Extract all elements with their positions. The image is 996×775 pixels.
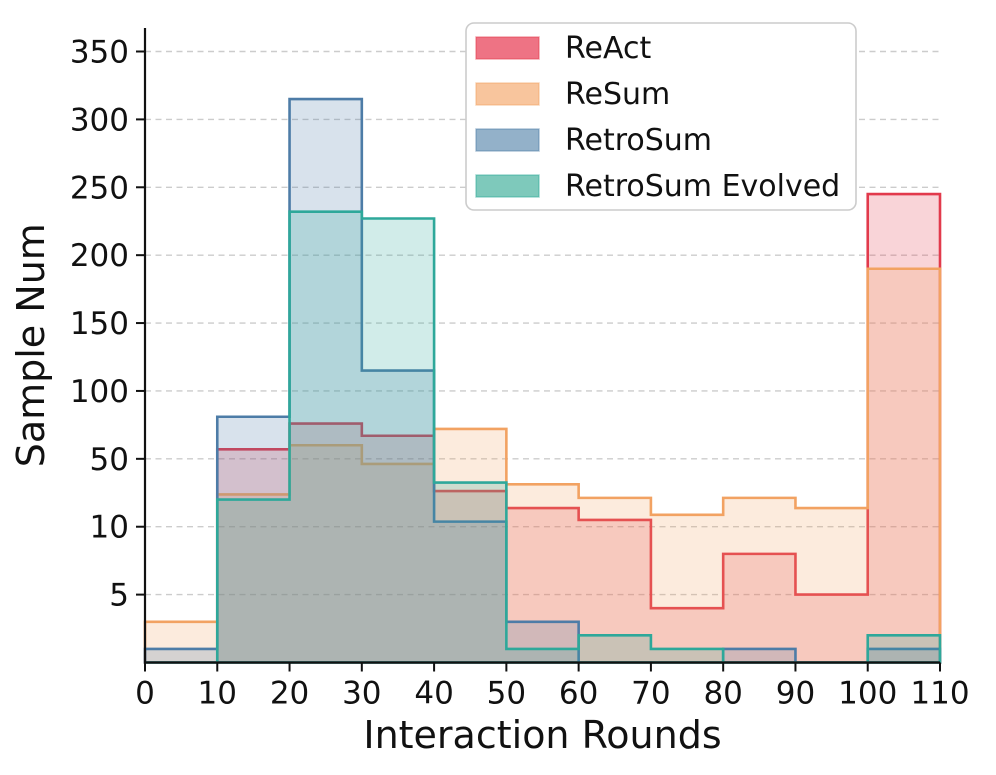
legend-label-retrosum: RetroSum	[565, 123, 712, 158]
legend-box	[465, 22, 857, 211]
legend-swatch-retrosum	[475, 128, 540, 152]
legend-label-retrosum-evolved: RetroSum Evolved	[565, 169, 840, 204]
y-tick-label-10: 10	[90, 510, 129, 546]
x-tick-label-30: 30	[342, 676, 381, 712]
x-tick-label-40: 40	[414, 676, 453, 712]
y-tick-label-150: 150	[70, 306, 129, 342]
hist-series-retrosum-evolved	[145, 210, 942, 664]
histogram-series-layer	[143, 97, 942, 664]
axes-layer: 0 10 20 30 40 50 60 70 80 90 100 110 5 10 50 100 150 200 2…	[70, 28, 970, 712]
x-tick-label-70: 70	[631, 676, 670, 712]
x-tick-label-0: 0	[135, 676, 155, 712]
x-tick-label-100: 100	[838, 676, 897, 712]
y-tick-label-350: 350	[70, 35, 129, 71]
x-axis-label: Interaction Rounds	[363, 713, 721, 757]
legend-swatch-resum	[475, 82, 540, 106]
legend: ReAct ReSum RetroSum RetroSum Evolved	[465, 22, 857, 211]
y-tick-label-200: 200	[70, 238, 129, 274]
y-tick-label-300: 300	[70, 102, 129, 138]
x-tick-label-20: 20	[270, 676, 309, 712]
legend-swatch-retrosum-evolved	[475, 174, 540, 198]
y-tick-label-250: 250	[70, 170, 129, 206]
x-tick-label-50: 50	[487, 676, 526, 712]
x-tick-label-80: 80	[703, 676, 742, 712]
y-tick-label-100: 100	[70, 374, 129, 410]
legend-label-react: ReAct	[565, 31, 651, 66]
x-tick-label-10: 10	[198, 676, 237, 712]
y-axis-label: Sample Num	[9, 223, 53, 467]
y-tick-label-50: 50	[90, 442, 129, 478]
x-tick-label-90: 90	[776, 676, 815, 712]
x-tick-label-60: 60	[559, 676, 598, 712]
x-tick-label-110: 110	[910, 676, 969, 712]
legend-swatch-react	[475, 36, 540, 60]
legend-label-resum: ReSum	[565, 77, 670, 112]
y-tick-label-5: 5	[109, 578, 129, 614]
